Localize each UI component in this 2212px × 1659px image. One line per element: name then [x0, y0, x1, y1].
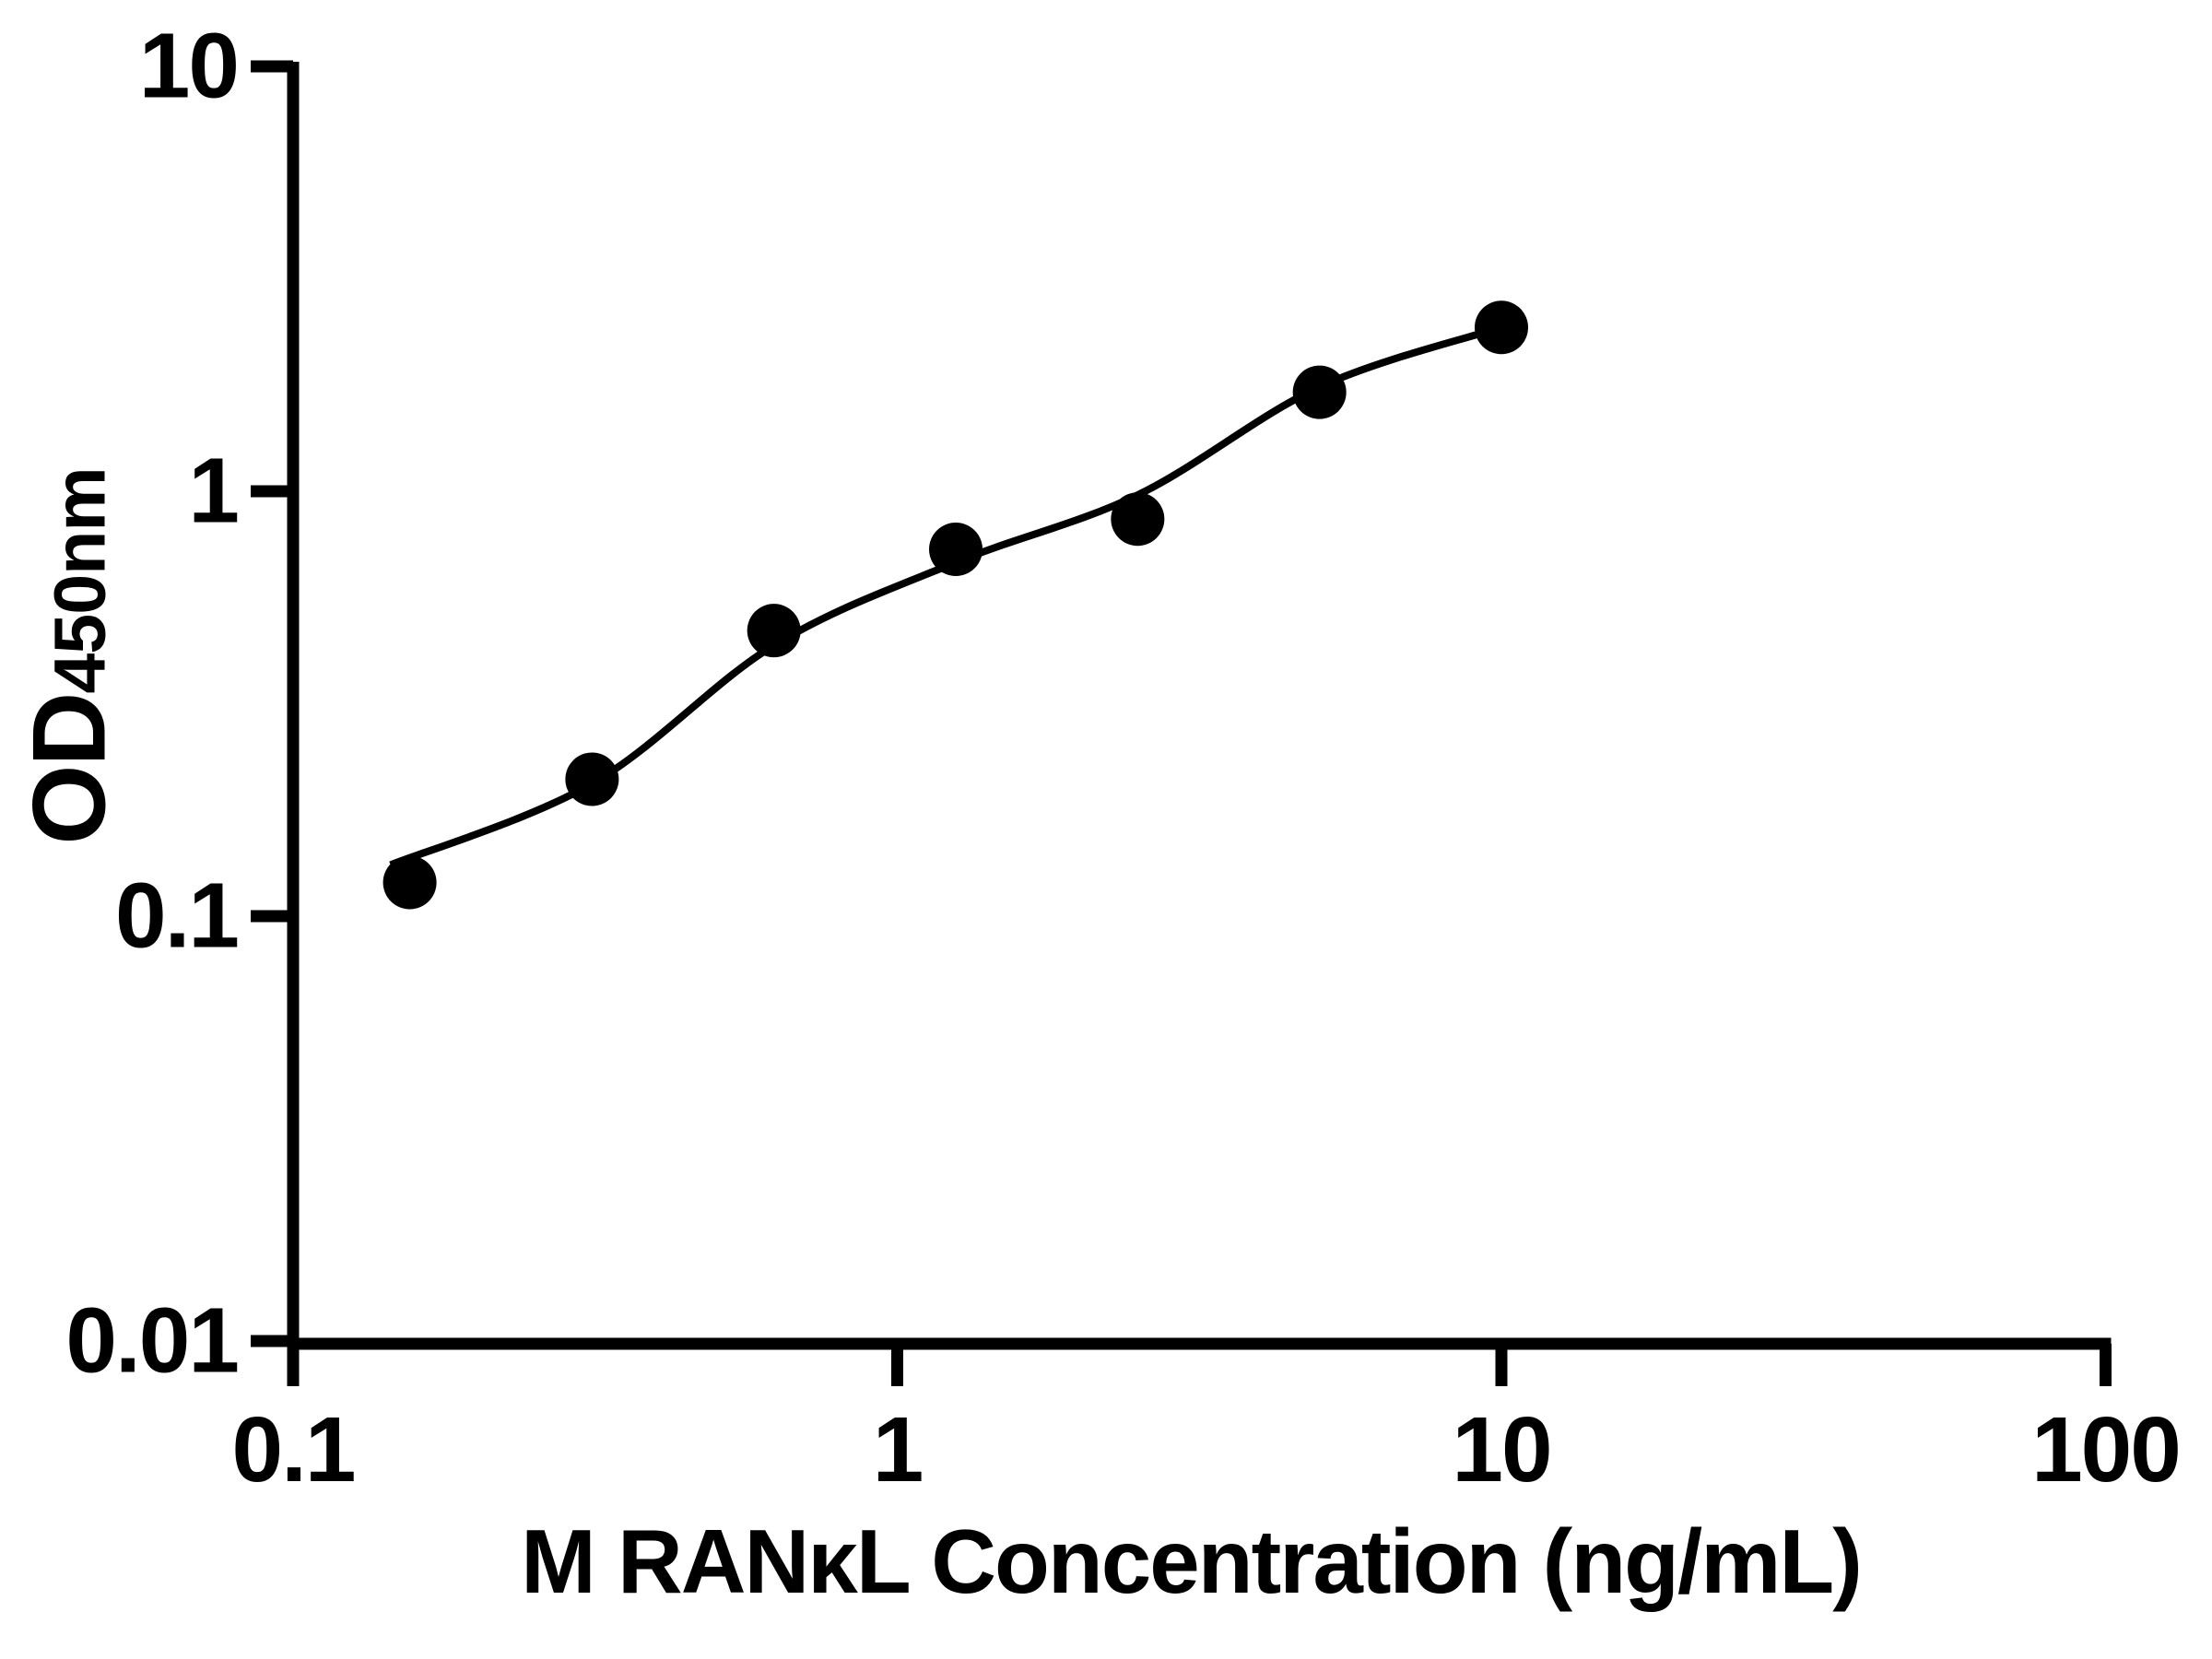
axis-spine: [287, 62, 2112, 1350]
x-tick-label: 100: [2031, 1398, 2182, 1501]
data-point: [1292, 365, 1347, 419]
data-point: [1111, 492, 1165, 547]
y-tick-label: 1: [188, 439, 240, 543]
y-tick-label: 0.01: [65, 1288, 240, 1393]
data-point: [747, 604, 801, 658]
x-tick-label: 0.1: [231, 1398, 356, 1501]
data-point: [929, 523, 983, 577]
y-tick-label: 0.1: [114, 864, 240, 968]
x-tick-label: 1: [872, 1398, 924, 1501]
y-axis-title-main: OD: [11, 693, 127, 845]
x-axis-title: M RANκL Concentration (ng/mL): [521, 1511, 1863, 1612]
y-axis-title-sub: 450nm: [38, 467, 121, 694]
y-axis-title: OD450nm: [10, 467, 129, 844]
data-point: [1475, 300, 1528, 355]
y-tick-label: 10: [138, 14, 240, 118]
x-tick-label: 10: [1452, 1398, 1552, 1501]
data-point: [382, 855, 437, 910]
data-point: [565, 752, 619, 806]
